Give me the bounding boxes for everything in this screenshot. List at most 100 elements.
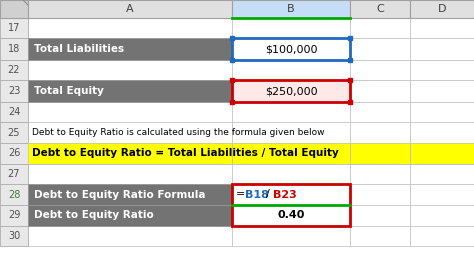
Bar	[0, 205, 28, 226]
Bar	[410, 143, 474, 164]
Bar	[232, 164, 350, 184]
Bar	[0, 18, 28, 38]
Text: 30: 30	[8, 231, 20, 241]
Bar	[232, 205, 350, 226]
Text: B: B	[287, 4, 295, 14]
Text: A: A	[126, 4, 134, 14]
Bar	[350, 38, 410, 60]
Bar	[350, 143, 410, 164]
Bar	[28, 164, 232, 184]
Bar	[28, 60, 232, 80]
Bar	[0, 226, 28, 246]
Bar	[28, 0, 232, 18]
Bar	[350, 102, 410, 122]
Bar	[410, 102, 474, 122]
Bar	[28, 226, 232, 246]
Bar	[410, 18, 474, 38]
Bar	[0, 143, 28, 164]
Bar	[0, 102, 28, 122]
Bar	[232, 184, 350, 205]
Bar	[232, 38, 350, 60]
Bar	[410, 38, 474, 60]
Bar	[410, 60, 474, 80]
Text: 23: 23	[8, 86, 20, 96]
Bar	[0, 38, 28, 60]
Bar	[410, 122, 474, 143]
Bar	[232, 80, 350, 102]
Bar	[0, 80, 28, 102]
Bar	[232, 60, 350, 80]
Bar	[350, 60, 410, 80]
Text: Debt to Equity Ratio: Debt to Equity Ratio	[34, 211, 154, 221]
Text: 27: 27	[8, 169, 20, 179]
Text: Debt to Equity Ratio is calculated using the formula given below: Debt to Equity Ratio is calculated using…	[32, 128, 325, 137]
Bar	[0, 60, 28, 80]
Bar	[350, 226, 410, 246]
Bar	[350, 164, 410, 184]
Text: 17: 17	[8, 23, 20, 33]
Text: 25: 25	[8, 127, 20, 137]
Bar	[0, 60, 28, 80]
Bar	[232, 38, 350, 60]
Text: 22: 22	[8, 65, 20, 75]
Bar	[232, 184, 350, 226]
Bar	[232, 80, 350, 102]
Bar	[28, 184, 232, 205]
Text: B18: B18	[245, 190, 269, 200]
Text: 29: 29	[8, 211, 20, 221]
Text: 18: 18	[8, 44, 20, 54]
Text: Debt to Equity Ratio Formula: Debt to Equity Ratio Formula	[34, 190, 206, 200]
Bar	[28, 122, 232, 143]
Bar	[0, 80, 28, 102]
Text: Total Liabilities: Total Liabilities	[34, 44, 124, 54]
Text: C: C	[376, 4, 384, 14]
Bar	[410, 226, 474, 246]
Bar	[0, 205, 28, 226]
Bar	[232, 184, 350, 205]
Bar	[232, 38, 350, 60]
Bar	[28, 38, 232, 60]
Text: Debt to Equity Ratio = Total Liabilities / Total Equity: Debt to Equity Ratio = Total Liabilities…	[32, 148, 339, 158]
Text: =: =	[236, 190, 246, 200]
Bar	[350, 143, 410, 164]
Bar	[28, 205, 232, 226]
Text: 24: 24	[8, 107, 20, 117]
Bar	[28, 102, 232, 122]
Bar	[0, 184, 28, 205]
Bar	[410, 184, 474, 205]
Bar	[350, 18, 410, 38]
Bar	[232, 226, 350, 246]
Bar	[0, 164, 28, 184]
Text: B23: B23	[273, 190, 297, 200]
Bar	[232, 143, 350, 164]
Bar	[232, 205, 350, 226]
Bar	[0, 143, 28, 164]
Bar	[410, 164, 474, 184]
Bar	[410, 205, 474, 226]
Bar	[28, 184, 232, 205]
Bar	[350, 184, 410, 205]
Bar	[232, 122, 350, 143]
Bar	[28, 143, 232, 164]
Bar	[350, 122, 410, 143]
Text: 28: 28	[8, 190, 20, 200]
Bar	[350, 205, 410, 226]
Bar	[28, 80, 232, 102]
Bar	[232, 102, 350, 122]
Bar	[28, 80, 232, 102]
Bar	[28, 205, 232, 226]
Text: 0.40: 0.40	[277, 211, 305, 221]
Bar	[410, 0, 474, 18]
Text: $250,000: $250,000	[264, 86, 317, 96]
Text: $100,000: $100,000	[265, 44, 317, 54]
Bar	[350, 0, 410, 18]
Bar	[232, 18, 350, 38]
Text: 26: 26	[8, 148, 20, 158]
Bar	[0, 164, 28, 184]
Bar	[0, 122, 28, 143]
Bar	[232, 0, 350, 18]
Text: Total Equity: Total Equity	[34, 86, 104, 96]
Bar	[0, 102, 28, 122]
Bar	[232, 80, 350, 102]
Bar	[28, 38, 232, 60]
